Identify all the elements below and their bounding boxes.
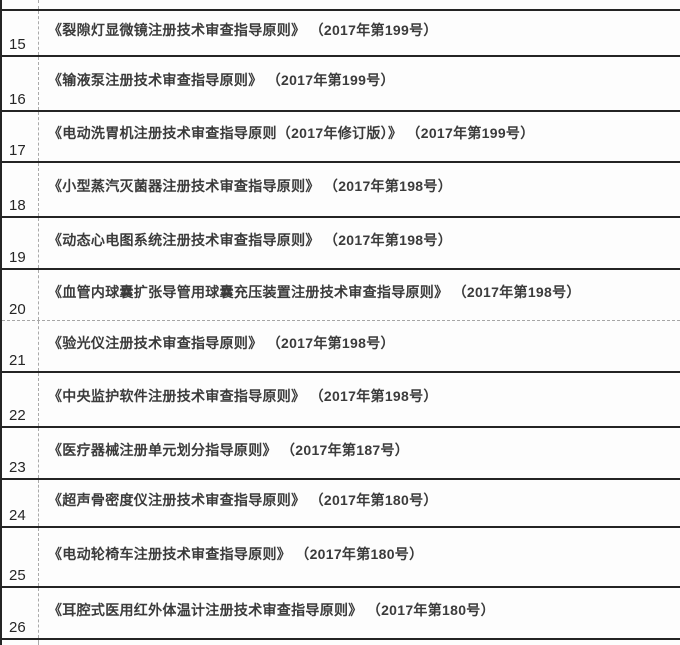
- row-number: 20: [2, 270, 39, 320]
- table-row: 19 《动态心电图系统注册技术审查指导原则》 （2017年第198号）: [2, 218, 680, 270]
- table-row: 21 《验光仪注册技术审查指导原则》 （2017年第198号）: [2, 321, 680, 373]
- row-number: 24: [2, 480, 39, 526]
- row-number: 17: [2, 112, 39, 161]
- row-title: 《中央监护软件注册技术审查指导原则》 （2017年第198号）: [48, 388, 438, 405]
- table-row: 24 《超声骨密度仪注册技术审查指导原则》 （2017年第180号）: [2, 480, 680, 528]
- table-row: 16 《输液泵注册技术审查指导原则》 （2017年第199号）: [2, 57, 680, 112]
- table-row: 15 《裂隙灯显微镜注册技术审查指导原则》 （2017年第199号）: [2, 11, 680, 57]
- row-number-cell: [2, 0, 39, 9]
- table-row: 18 《小型蒸汽灭菌器注册技术审查指导原则》 （2017年第198号）: [2, 163, 680, 218]
- row-number: 19: [2, 218, 39, 268]
- table-row: 26 《耳腔式医用红外体温计注册技术审查指导原则》 （2017年第180号）: [2, 588, 680, 640]
- row-title: 《输液泵注册技术审查指导原则》 （2017年第199号）: [48, 72, 395, 89]
- table-row: 17 《电动洗胃机注册技术审查指导原则（2017年修订版）》 （2017年第19…: [2, 112, 680, 163]
- row-title: 《血管内球囊扩张导管用球囊充压装置注册技术审查指导原则》 （2017年第198号…: [48, 283, 581, 300]
- row-number: 25: [2, 528, 39, 586]
- row-number: 15: [2, 11, 39, 55]
- row-content-cell: [39, 640, 680, 645]
- row-number: 18: [2, 163, 39, 216]
- row-number: 21: [2, 321, 39, 371]
- row-title: 《验光仪注册技术审查指导原则》 （2017年第198号）: [48, 334, 395, 351]
- table-row-partial-bottom: [2, 640, 680, 645]
- row-number: 23: [2, 428, 39, 478]
- row-number: 22: [2, 373, 39, 426]
- row-content-cell: [39, 0, 680, 9]
- row-title: 《小型蒸汽灭菌器注册技术审查指导原则》 （2017年第198号）: [48, 178, 452, 195]
- row-title: 《医疗器械注册单元划分指导原则》 （2017年第187号）: [48, 441, 410, 458]
- table-row: 25 《电动轮椅车注册技术审查指导原则》 （2017年第180号）: [2, 528, 680, 588]
- row-title: 《耳腔式医用红外体温计注册技术审查指导原则》 （2017年第180号）: [48, 601, 495, 618]
- table-row: 23 《医疗器械注册单元划分指导原则》 （2017年第187号）: [2, 428, 680, 480]
- row-number: 16: [2, 57, 39, 110]
- table-row-partial-top: [2, 0, 680, 11]
- row-title: 《超声骨密度仪注册技术审查指导原则》 （2017年第180号）: [48, 491, 438, 508]
- row-number: 26: [2, 588, 39, 638]
- row-title: 《裂隙灯显微镜注册技术审查指导原则》 （2017年第199号）: [48, 21, 438, 38]
- row-title: 《电动洗胃机注册技术审查指导原则（2017年修订版）》 （2017年第199号）: [48, 125, 535, 142]
- row-title: 《电动轮椅车注册技术审查指导原则》 （2017年第180号）: [48, 545, 424, 562]
- row-title: 《动态心电图系统注册技术审查指导原则》 （2017年第198号）: [48, 231, 452, 248]
- table-row: 20 《血管内球囊扩张导管用球囊充压装置注册技术审查指导原则》 （2017年第1…: [2, 270, 680, 321]
- row-number-cell: [2, 640, 39, 645]
- table-row: 22 《中央监护软件注册技术审查指导原则》 （2017年第198号）: [2, 373, 680, 428]
